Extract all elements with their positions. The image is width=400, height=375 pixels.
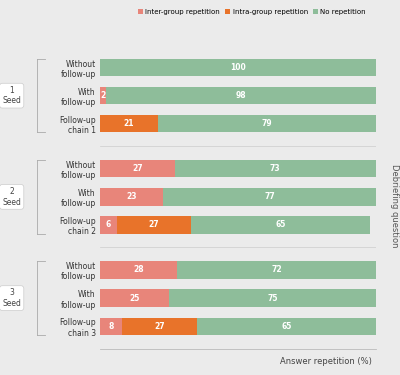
Text: 27: 27 bbox=[154, 322, 165, 331]
Bar bbox=[106, 87, 376, 104]
Text: 28: 28 bbox=[133, 266, 144, 274]
Text: 6: 6 bbox=[106, 220, 111, 230]
Text: 100: 100 bbox=[230, 63, 246, 72]
Text: 2
Seed: 2 Seed bbox=[2, 187, 21, 207]
Text: 8: 8 bbox=[108, 322, 114, 331]
Text: 1
Seed: 1 Seed bbox=[2, 86, 21, 105]
Text: 27: 27 bbox=[148, 220, 159, 230]
Bar bbox=[100, 216, 116, 234]
Bar bbox=[169, 290, 376, 307]
Bar bbox=[100, 160, 174, 177]
Text: 21: 21 bbox=[124, 119, 134, 128]
Text: 79: 79 bbox=[262, 119, 272, 128]
Bar bbox=[164, 188, 376, 206]
Text: 72: 72 bbox=[271, 266, 282, 274]
Bar bbox=[100, 59, 376, 76]
Text: 65: 65 bbox=[281, 322, 292, 331]
Text: 75: 75 bbox=[267, 294, 278, 303]
Text: 25: 25 bbox=[129, 294, 140, 303]
Bar bbox=[122, 318, 197, 335]
Bar bbox=[100, 115, 158, 132]
Text: 77: 77 bbox=[264, 192, 275, 201]
Text: 73: 73 bbox=[270, 164, 280, 173]
Bar bbox=[174, 160, 376, 177]
Bar bbox=[177, 261, 376, 279]
Text: 3
Seed: 3 Seed bbox=[2, 288, 21, 308]
Text: Debriefing question: Debriefing question bbox=[390, 165, 398, 248]
Bar bbox=[100, 87, 106, 104]
Text: 2: 2 bbox=[100, 91, 105, 100]
Bar bbox=[100, 261, 177, 279]
Text: 23: 23 bbox=[126, 192, 137, 201]
Text: 65: 65 bbox=[276, 220, 286, 230]
Text: 27: 27 bbox=[132, 164, 142, 173]
Bar bbox=[100, 290, 169, 307]
Text: 98: 98 bbox=[236, 91, 246, 100]
Bar bbox=[197, 318, 376, 335]
Bar bbox=[158, 115, 376, 132]
Legend: Inter-group repetition, Intra-group repetition, No repetition: Inter-group repetition, Intra-group repe… bbox=[135, 6, 369, 18]
Bar bbox=[116, 216, 191, 234]
Bar bbox=[191, 216, 370, 234]
Bar bbox=[100, 318, 122, 335]
Bar bbox=[100, 188, 164, 206]
Text: Answer repetition (%): Answer repetition (%) bbox=[280, 357, 372, 366]
